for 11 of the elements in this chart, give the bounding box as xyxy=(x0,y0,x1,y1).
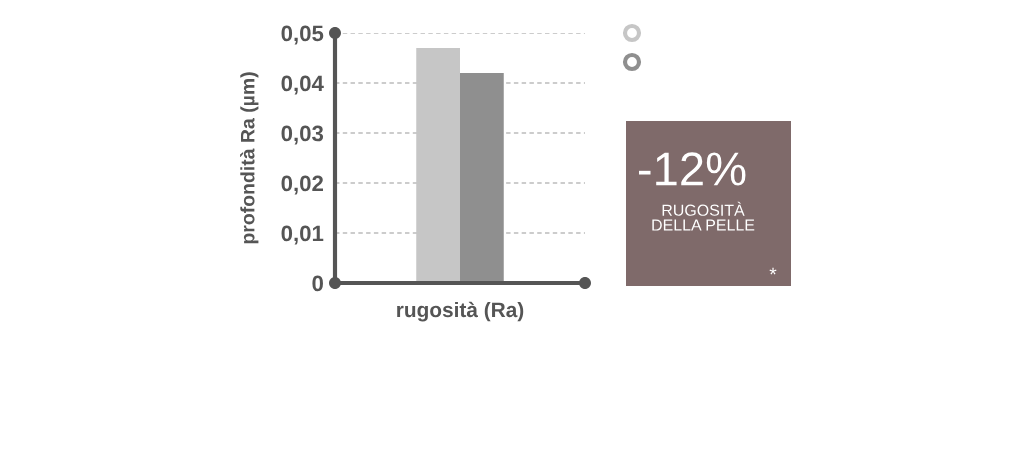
y-tick-label: 0,05 xyxy=(281,25,324,45)
text: RUGOSITÀ DELLA PELLE xyxy=(652,201,755,231)
y-tick-label: 0,04 xyxy=(281,75,324,95)
y-tick-label: 0,03 xyxy=(281,125,324,145)
y-tick-label: 0,01 xyxy=(281,225,324,245)
text: -12% xyxy=(638,152,746,186)
x-axis-title: rugosità (Ra) xyxy=(397,301,524,322)
text: * xyxy=(769,267,777,275)
y-tick-label: 0,02 xyxy=(281,175,323,195)
y-axis-title: profondità Ra (µm) xyxy=(240,72,259,244)
y-tick-label: 0 xyxy=(312,275,323,292)
